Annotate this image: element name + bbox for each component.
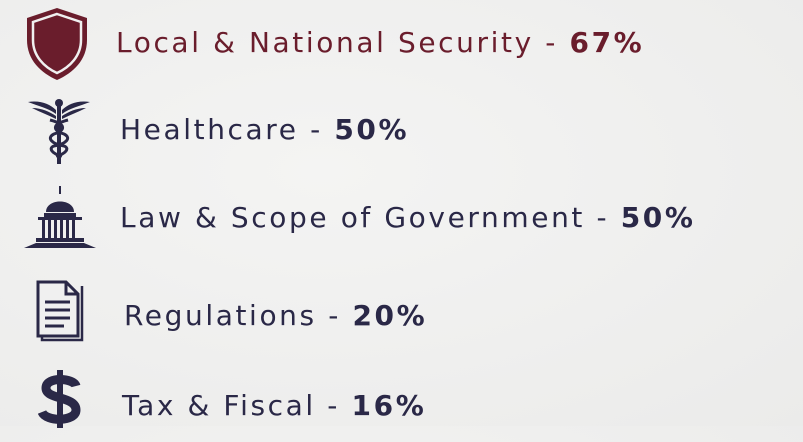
item-value: 67% [569, 26, 645, 59]
item-label: Regulations - [124, 299, 341, 332]
shield-icon [27, 8, 87, 80]
item-row: Tax & Fiscal - 16% [0, 362, 803, 442]
document-icon [36, 280, 84, 342]
item-row: Law & Scope of Government - 50% [0, 180, 803, 260]
infographic: Local & National Security - 67% Healthca… [0, 0, 803, 428]
item-text: Tax & Fiscal - 16% [122, 392, 426, 420]
item-value: 16% [351, 389, 427, 422]
item-text: Healthcare - 50% [120, 116, 409, 144]
item-text: Law & Scope of Government - 50% [120, 204, 696, 232]
item-row: Regulations - 20% [0, 272, 803, 352]
item-label: Tax & Fiscal - [122, 389, 341, 422]
item-row: Healthcare - 50% [0, 92, 803, 172]
item-label: Law & Scope of Government - [120, 201, 610, 234]
item-value: 50% [334, 113, 410, 146]
item-row: Local & National Security - 67% [0, 2, 803, 82]
item-text: Local & National Security - 67% [116, 29, 644, 57]
item-label: Local & National Security - [116, 26, 558, 59]
item-label: Healthcare - [120, 113, 323, 146]
item-value: 20% [352, 299, 428, 332]
item-value: 50% [620, 201, 696, 234]
caduceus-icon [28, 99, 90, 164]
capitol-icon [24, 186, 96, 248]
item-text: Regulations - 20% [124, 302, 427, 330]
dollar-icon [38, 370, 81, 428]
